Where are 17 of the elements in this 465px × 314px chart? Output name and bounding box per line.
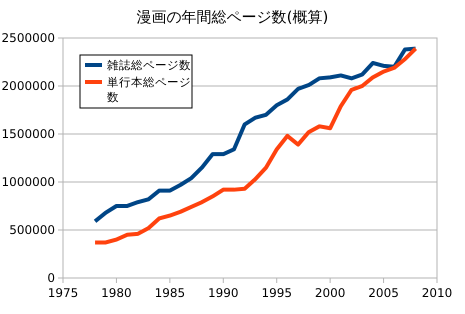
x-tick-label: 2000	[314, 286, 346, 300]
y-tick-label: 2000000	[2, 79, 55, 93]
x-tick-label: 2010	[422, 286, 452, 300]
y-tick-label: 1000000	[2, 175, 55, 189]
y-tick-label: 2500000	[2, 31, 55, 45]
x-tick-label: 1980	[101, 286, 132, 300]
x-tick-label: 1990	[208, 286, 239, 300]
x-tick-label: 2005	[368, 286, 399, 300]
x-tick-label: 1985	[154, 286, 186, 300]
x-tick-label: 1995	[261, 286, 292, 300]
y-tick-label: 500000	[9, 223, 55, 237]
chart-title: 漫画の年間総ページ数(概算)	[136, 8, 328, 26]
x-tick-label: 1975	[48, 286, 78, 300]
legend-label: 単行本総ページ数	[107, 75, 191, 104]
y-tick-label: 0	[47, 271, 55, 285]
y-tick-label: 1500000	[2, 127, 55, 141]
legend-label: 雑誌総ページ数	[107, 58, 191, 72]
